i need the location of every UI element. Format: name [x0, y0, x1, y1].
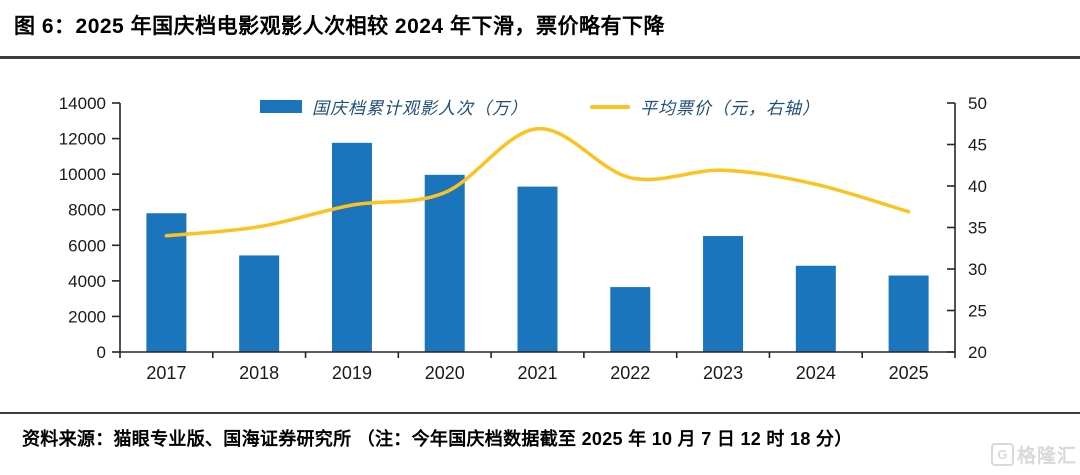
bar-2018 [239, 255, 280, 352]
x-axis-label-2018: 2018 [239, 363, 279, 383]
left-axis-label: 0 [97, 343, 106, 362]
legend-item-attendance: 国庆档累计观影人次（万） [260, 94, 528, 119]
bar-2022 [610, 287, 651, 352]
chart-area: 0 2000 4000 6000 8000 10000 12000 14000 20 25 30 35… [0, 60, 1080, 412]
x-axis-label-2022: 2022 [610, 363, 650, 383]
x-axis-label-2024: 2024 [796, 363, 836, 383]
gelonghui-watermark: G 格隆汇 [990, 441, 1077, 468]
figure-title: 图 6：2025 年国庆档电影观影人次相较 2024 年下滑，票价略有下降 [14, 15, 665, 38]
bar-2020 [424, 174, 465, 352]
left-axis-label: 12000 [59, 130, 106, 149]
left-axis-label: 4000 [68, 272, 106, 291]
bar-2024 [795, 265, 836, 352]
x-axis-label-2017: 2017 [146, 363, 186, 383]
right-axis-label: 35 [968, 219, 987, 238]
x-axis-label-2021: 2021 [517, 363, 557, 383]
x-axis-label-2023: 2023 [703, 363, 743, 383]
right-axis-label: 50 [968, 94, 987, 113]
legend-label-price: 平均票价（元，右轴） [640, 99, 820, 119]
bar-2023 [703, 236, 744, 352]
top-divider [0, 56, 1080, 59]
right-axis-label: 30 [968, 260, 987, 279]
left-axis-label: 8000 [68, 201, 106, 220]
left-axis-label: 10000 [59, 165, 106, 184]
legend-label-attendance: 国庆档累计观影人次（万） [312, 99, 528, 119]
left-axis-label: 6000 [68, 236, 106, 255]
x-axis-label-2025: 2025 [889, 363, 929, 383]
price-line [164, 126, 911, 238]
line-series-swatch-icon [590, 104, 630, 109]
bar-2019 [331, 142, 372, 352]
axes-group: 0200040006000800010000120001400020253035… [59, 94, 987, 383]
right-axis-label: 20 [968, 343, 987, 362]
right-axis-label: 45 [968, 136, 987, 155]
source-note: 资料来源：猫眼专业版、国海证券研究所 （注：今年国庆档数据截至 2025 年 1… [22, 429, 853, 449]
gelonghui-logo-icon: G [990, 443, 1014, 466]
right-axis-label: 25 [968, 302, 987, 321]
bottom-divider [0, 412, 1080, 414]
x-axis-label-2019: 2019 [332, 363, 372, 383]
bar-2025 [888, 275, 929, 352]
chart-legend: 国庆档累计观影人次（万） 平均票价（元，右轴） [260, 94, 820, 119]
combo-chart: 0200040006000800010000120001400020253035… [59, 94, 987, 383]
watermark-text: 格隆汇 [1016, 446, 1077, 467]
left-axis-label: 2000 [68, 307, 106, 326]
legend-item-price: 平均票价（元，右轴） [590, 94, 820, 119]
bar-2021 [517, 186, 558, 352]
x-axis-label-2020: 2020 [425, 363, 465, 383]
left-axis-label: 14000 [59, 94, 106, 113]
bar-series-swatch-icon [260, 100, 302, 113]
bars-group [146, 142, 929, 352]
right-axis-label: 40 [968, 177, 987, 196]
